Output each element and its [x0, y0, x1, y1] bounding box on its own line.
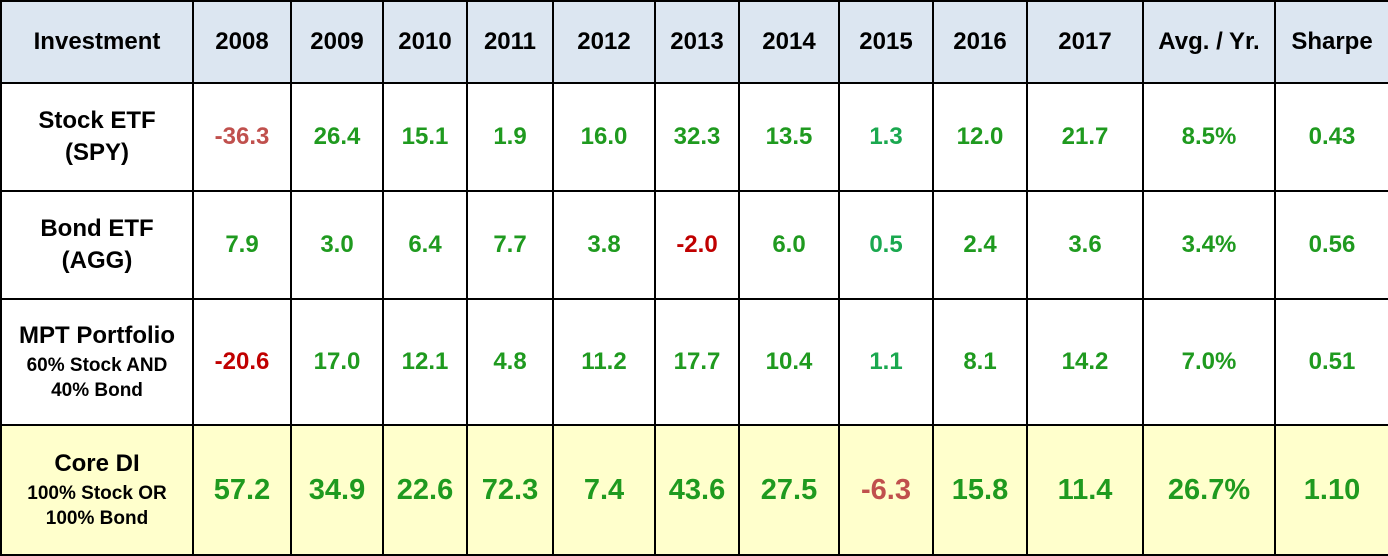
table-cell: 3.0: [290, 190, 384, 300]
table-body: Stock ETF (SPY) -36.3 26.4 15.1 1.9 16.0…: [0, 82, 1388, 556]
table-cell: -36.3: [192, 82, 292, 192]
column-header-2015: 2015: [838, 0, 934, 84]
row-label-mpt-portfolio: MPT Portfolio 60% Stock AND 40% Bond: [0, 298, 194, 426]
table-cell: 26.4: [290, 82, 384, 192]
table-cell: 13.5: [738, 82, 840, 192]
row-subtitle: 100% Stock OR: [27, 482, 167, 504]
table-cell: 0.51: [1274, 298, 1388, 426]
table-cell: 6.4: [382, 190, 468, 300]
column-header-2010: 2010: [382, 0, 468, 84]
row-name: Bond ETF: [40, 214, 154, 242]
table-cell: 4.8: [466, 298, 554, 426]
table-cell: 26.7%: [1142, 424, 1276, 556]
table-cell: -20.6: [192, 298, 292, 426]
table-row-mpt-portfolio: MPT Portfolio 60% Stock AND 40% Bond -20…: [0, 298, 1388, 426]
row-name: MPT Portfolio: [19, 322, 175, 350]
table-cell: 34.9: [290, 424, 384, 556]
row-label-core-di: Core DI 100% Stock OR 100% Bond: [0, 424, 194, 556]
table-cell: 1.10: [1274, 424, 1388, 556]
table-cell: 1.3: [838, 82, 934, 192]
table-cell: 21.7: [1026, 82, 1144, 192]
table-cell: 7.9: [192, 190, 292, 300]
table-cell: 2.4: [932, 190, 1028, 300]
column-header-2008: 2008: [192, 0, 292, 84]
table-cell: 12.1: [382, 298, 468, 426]
row-name: Stock ETF: [38, 106, 156, 134]
column-header-avg-per-year: Avg. / Yr.: [1142, 0, 1276, 84]
table-cell: 22.6: [382, 424, 468, 556]
header-row: Investment 2008 2009 2010 2011 2012 2013…: [0, 0, 1388, 84]
table-cell: 7.0%: [1142, 298, 1276, 426]
table-cell: 17.7: [654, 298, 740, 426]
column-header-2016: 2016: [932, 0, 1028, 84]
table-cell: 43.6: [654, 424, 740, 556]
table-cell: 11.4: [1026, 424, 1144, 556]
table-row-bond-etf: Bond ETF (AGG) 7.9 3.0 6.4 7.7 3.8 -2.0 …: [0, 190, 1388, 300]
column-header-2012: 2012: [552, 0, 656, 84]
table-cell: 11.2: [552, 298, 656, 426]
row-subtitle: 60% Stock AND: [26, 354, 168, 376]
table-cell: 27.5: [738, 424, 840, 556]
table-cell: 7.7: [466, 190, 554, 300]
row-name: Core DI: [54, 450, 140, 478]
table-cell: 8.1: [932, 298, 1028, 426]
table-cell: 32.3: [654, 82, 740, 192]
table-cell: 17.0: [290, 298, 384, 426]
table-cell: 16.0: [552, 82, 656, 192]
column-header-sharpe: Sharpe: [1274, 0, 1388, 84]
table-cell: 15.8: [932, 424, 1028, 556]
table-cell: -2.0: [654, 190, 740, 300]
table-row-stock-etf: Stock ETF (SPY) -36.3 26.4 15.1 1.9 16.0…: [0, 82, 1388, 192]
row-label-bond-etf: Bond ETF (AGG): [0, 190, 194, 300]
table-cell: 8.5%: [1142, 82, 1276, 192]
table-cell: 7.4: [552, 424, 656, 556]
table-cell: 1.9: [466, 82, 554, 192]
column-header-2013: 2013: [654, 0, 740, 84]
table-cell: 0.56: [1274, 190, 1388, 300]
column-header-2011: 2011: [466, 0, 554, 84]
table-cell: 0.43: [1274, 82, 1388, 192]
table-cell: 10.4: [738, 298, 840, 426]
table-cell: 3.4%: [1142, 190, 1276, 300]
row-subtitle: (SPY): [64, 139, 129, 166]
table-cell: 6.0: [738, 190, 840, 300]
column-header-investment: Investment: [0, 0, 194, 84]
column-header-2009: 2009: [290, 0, 384, 84]
table-cell: -6.3: [838, 424, 934, 556]
column-header-2017: 2017: [1026, 0, 1144, 84]
row-label-stock-etf: Stock ETF (SPY): [0, 82, 194, 192]
table-cell: 3.6: [1026, 190, 1144, 300]
table-cell: 15.1: [382, 82, 468, 192]
table-cell: 3.8: [552, 190, 656, 300]
table-cell: 57.2: [192, 424, 292, 556]
table-row-core-di: Core DI 100% Stock OR 100% Bond 57.2 34.…: [0, 424, 1388, 556]
row-subtitle: (AGG): [61, 247, 133, 274]
row-subtitle: 40% Bond: [51, 380, 143, 402]
column-header-2014: 2014: [738, 0, 840, 84]
table-cell: 0.5: [838, 190, 934, 300]
table-cell: 72.3: [466, 424, 554, 556]
table-cell: 1.1: [838, 298, 934, 426]
row-subtitle: 100% Bond: [45, 508, 149, 530]
table-cell: 14.2: [1026, 298, 1144, 426]
table-cell: 12.0: [932, 82, 1028, 192]
